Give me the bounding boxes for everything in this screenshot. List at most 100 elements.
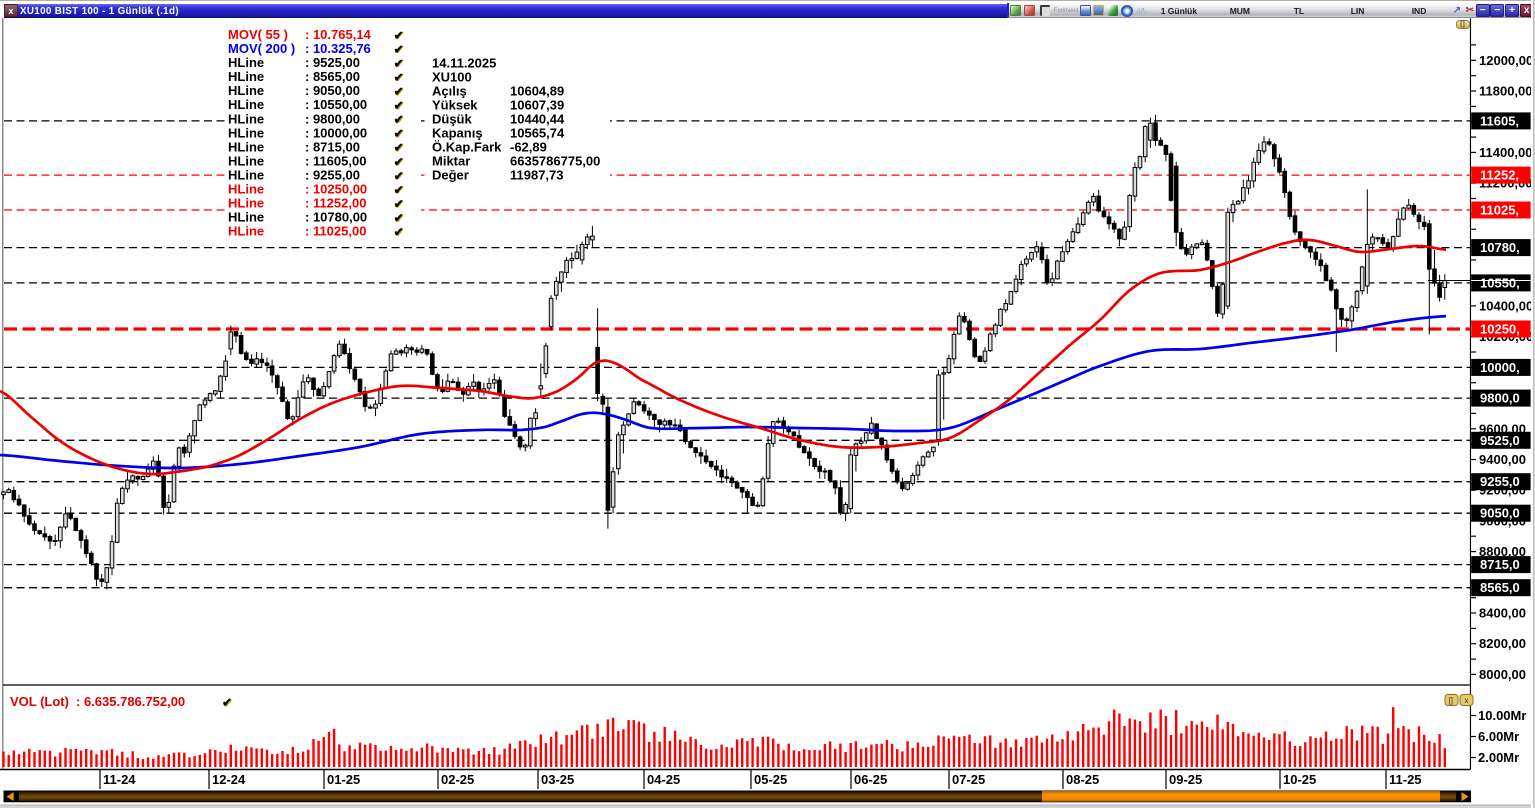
- svg-text:07-25: 07-25: [952, 772, 985, 787]
- svg-text:✔: ✔: [394, 197, 404, 211]
- svg-text:HLine: HLine: [228, 125, 264, 140]
- svg-text:✔: ✔: [395, 170, 405, 184]
- svg-text:✔: ✔: [395, 198, 405, 212]
- svg-text:✔: ✔: [395, 85, 405, 99]
- svg-text:MOV( 200 ): MOV( 200 ): [228, 41, 295, 56]
- svg-text:: 10550,00: : 10550,00: [305, 97, 367, 112]
- svg-text:10-25: 10-25: [1283, 772, 1316, 787]
- svg-text:✔: ✔: [222, 696, 232, 710]
- svg-text:10.00Mr: 10.00Mr: [1478, 708, 1526, 723]
- svg-text:HLine: HLine: [228, 139, 264, 154]
- svg-text:✔: ✔: [395, 99, 405, 113]
- svg-text:9050,0: 9050,0: [1480, 506, 1520, 521]
- svg-text:✔: ✔: [223, 696, 233, 710]
- svg-text:02-25: 02-25: [441, 772, 474, 787]
- svg-text:6635786775,00: 6635786775,00: [510, 154, 600, 169]
- svg-text:✔: ✔: [394, 183, 404, 197]
- svg-text:: 8715,00: : 8715,00: [305, 139, 360, 154]
- svg-text:8800,00: 8800,00: [1479, 544, 1526, 559]
- svg-text:9255,0: 9255,0: [1480, 474, 1520, 489]
- svg-text:[]: []: [1449, 696, 1453, 705]
- svg-text:Değer: Değer: [432, 168, 469, 183]
- svg-text:14.11.2025: 14.11.2025: [432, 55, 496, 70]
- svg-text:Ö.Kap.Fark: Ö.Kap.Fark: [432, 140, 502, 155]
- svg-text:: 10250,00: : 10250,00: [305, 182, 367, 197]
- svg-text:VOL (Lot): VOL (Lot): [10, 694, 69, 709]
- svg-text:x: x: [1465, 696, 1469, 705]
- svg-text:HLine: HLine: [228, 153, 264, 168]
- svg-text:-62,89: -62,89: [510, 140, 547, 155]
- svg-text:✔: ✔: [395, 29, 405, 43]
- svg-text:✔: ✔: [395, 212, 405, 226]
- svg-text:✔: ✔: [395, 71, 405, 85]
- svg-text:HLine: HLine: [228, 168, 264, 183]
- svg-text:HLine: HLine: [228, 83, 264, 98]
- svg-text:05-25: 05-25: [754, 772, 787, 787]
- svg-text:HLine: HLine: [228, 182, 264, 197]
- svg-text:: 11605,00: : 11605,00: [305, 153, 366, 168]
- svg-text:9400,00: 9400,00: [1479, 452, 1526, 467]
- svg-text:12000,00: 12000,00: [1479, 53, 1533, 68]
- svg-text:HLine: HLine: [228, 97, 264, 112]
- svg-text:HLine: HLine: [228, 55, 264, 70]
- svg-text:HLine: HLine: [228, 69, 264, 84]
- svg-text:11400,00: 11400,00: [1479, 145, 1533, 160]
- svg-text:8400,00: 8400,00: [1479, 606, 1526, 621]
- svg-text:: 9525,00: : 9525,00: [305, 55, 360, 70]
- svg-text:✔: ✔: [394, 211, 404, 225]
- svg-text:✔: ✔: [394, 141, 404, 155]
- svg-text:Miktar: Miktar: [432, 154, 470, 169]
- svg-text:08-25: 08-25: [1066, 772, 1099, 787]
- svg-text:✔: ✔: [395, 226, 405, 240]
- svg-text:✔: ✔: [394, 127, 404, 141]
- svg-text:: 11252,00: : 11252,00: [305, 196, 366, 211]
- svg-text:12-24: 12-24: [212, 772, 246, 787]
- svg-text:8000,00: 8000,00: [1479, 667, 1526, 682]
- svg-text:✔: ✔: [394, 113, 404, 127]
- svg-text:: 9800,00: : 9800,00: [305, 111, 360, 126]
- svg-text:6.00Mr: 6.00Mr: [1478, 729, 1519, 744]
- svg-text:XU100: XU100: [432, 69, 472, 84]
- svg-text:✔: ✔: [395, 113, 405, 127]
- svg-text:MOV( 55 ): MOV( 55 ): [228, 27, 288, 42]
- svg-text:8565,0: 8565,0: [1480, 580, 1520, 595]
- svg-text:HLine: HLine: [228, 210, 264, 225]
- svg-text:10000,: 10000,: [1480, 360, 1520, 375]
- svg-text:9525,0: 9525,0: [1480, 433, 1520, 448]
- svg-text:10400,00: 10400,00: [1479, 298, 1533, 313]
- svg-text:11025,: 11025,: [1480, 203, 1519, 218]
- svg-text:Açılış: Açılış: [432, 83, 467, 98]
- svg-text:HLine: HLine: [228, 224, 264, 239]
- svg-text:✔: ✔: [395, 142, 405, 156]
- svg-text:11800,00: 11800,00: [1479, 84, 1533, 99]
- svg-text:Yüksek: Yüksek: [432, 98, 478, 113]
- svg-text:✔: ✔: [394, 225, 404, 239]
- svg-text:: 10.325,76: : 10.325,76: [305, 41, 371, 56]
- svg-text:✔: ✔: [394, 56, 404, 70]
- svg-text:10565,74: 10565,74: [510, 126, 565, 141]
- svg-text:✔: ✔: [394, 28, 404, 42]
- svg-text:11-25: 11-25: [1389, 772, 1422, 787]
- svg-text:04-25: 04-25: [647, 772, 680, 787]
- svg-text:2.00Mr: 2.00Mr: [1478, 750, 1519, 765]
- svg-text:09-25: 09-25: [1169, 772, 1202, 787]
- svg-text:: 11025,00: : 11025,00: [305, 224, 366, 239]
- svg-text:✔: ✔: [394, 85, 404, 99]
- svg-text:: 10.765,14: : 10.765,14: [305, 27, 372, 42]
- svg-text:✔: ✔: [394, 155, 404, 169]
- svg-text:: 10000,00: : 10000,00: [305, 125, 367, 140]
- svg-text:03-25: 03-25: [541, 772, 574, 787]
- svg-text:10607,39: 10607,39: [510, 98, 564, 113]
- svg-text:: 8565,00: : 8565,00: [305, 69, 360, 84]
- svg-text:: 9255,00: : 9255,00: [305, 168, 360, 183]
- svg-text:Kapanış: Kapanış: [432, 126, 483, 141]
- svg-text:8200,00: 8200,00: [1479, 636, 1526, 651]
- svg-text:8715,0: 8715,0: [1480, 557, 1520, 572]
- svg-text:11987,73: 11987,73: [510, 168, 564, 183]
- svg-text:✔: ✔: [394, 169, 404, 183]
- svg-text:HLine: HLine: [228, 196, 264, 211]
- svg-text:✔: ✔: [395, 128, 405, 142]
- svg-text:10604,89: 10604,89: [510, 83, 564, 98]
- svg-text:: 9050,00: : 9050,00: [305, 83, 360, 98]
- svg-text:✔: ✔: [395, 43, 405, 57]
